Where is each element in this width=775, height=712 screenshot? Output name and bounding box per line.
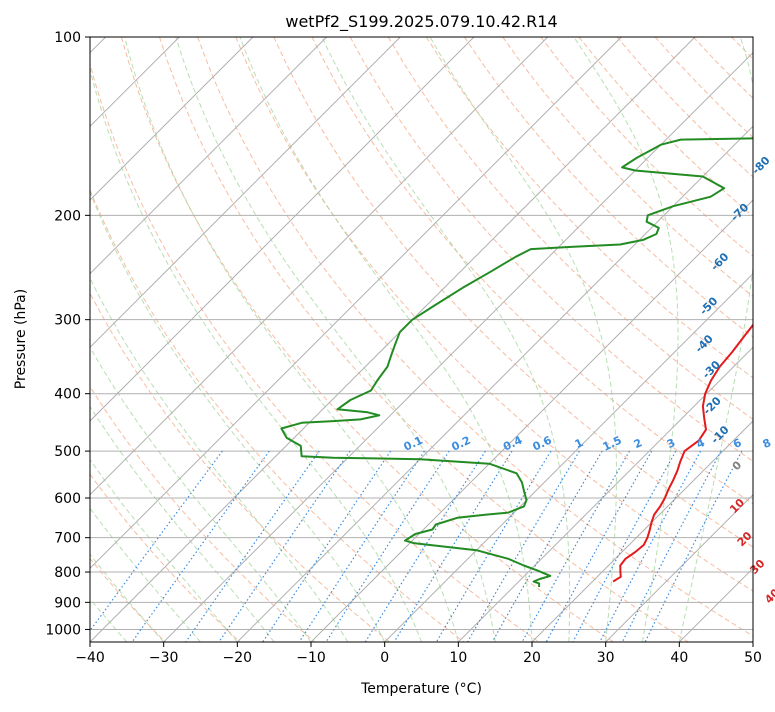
dry-adiabat-label: 30 bbox=[747, 557, 767, 577]
x-tick-label: 40 bbox=[670, 650, 688, 666]
isotherm-line bbox=[0, 37, 253, 642]
isotherm-line bbox=[0, 37, 327, 642]
y-tick-label: 200 bbox=[54, 208, 81, 224]
isotherm-line bbox=[237, 37, 775, 642]
mixing-ratio-line bbox=[80, 451, 222, 644]
y-tick-label: 900 bbox=[54, 595, 81, 611]
isotherm-line bbox=[679, 37, 775, 642]
dry-adiabat-label: -30 bbox=[700, 358, 723, 381]
moist-adiabat-line bbox=[0, 37, 274, 642]
x-tick-label: −20 bbox=[223, 650, 253, 666]
moist-adiabat-line bbox=[125, 37, 459, 642]
isotherm-line bbox=[0, 37, 474, 642]
chart-title: wetPf2_S199.2025.079.10.42.R14 bbox=[285, 12, 557, 32]
x-tick-label: 10 bbox=[449, 650, 467, 666]
dry-adiabat-line bbox=[7, 37, 392, 644]
moist-adiabat-line bbox=[83, 37, 422, 642]
dry-adiabat-line bbox=[426, 37, 775, 644]
x-tick-label: −40 bbox=[75, 650, 105, 666]
isotherm-line bbox=[458, 37, 775, 642]
dry-adiabat-label: -10 bbox=[708, 423, 731, 446]
moist-adiabat-line bbox=[17, 37, 348, 642]
isotherm-line bbox=[753, 37, 775, 642]
dry-adiabat-line bbox=[770, 37, 775, 644]
x-tick-label: −30 bbox=[149, 650, 179, 666]
mixing-ratio-label: 8 bbox=[761, 436, 773, 451]
x-axis-label: Temperature (°C) bbox=[360, 681, 482, 697]
mixing-ratio-line bbox=[217, 451, 350, 644]
mixing-ratio-line bbox=[521, 451, 630, 644]
x-tick-label: 50 bbox=[744, 650, 762, 666]
y-tick-label: 300 bbox=[54, 313, 81, 329]
temperature-profile-line bbox=[613, 37, 775, 582]
y-axis-label: Pressure (hPa) bbox=[13, 289, 29, 389]
dry-adiabat-label: 40 bbox=[762, 586, 775, 606]
moist-adiabat-line bbox=[0, 37, 201, 642]
mixing-ratio-line bbox=[572, 451, 676, 644]
isotherm-line bbox=[0, 37, 400, 642]
isotherm-line bbox=[90, 37, 695, 642]
dry-adiabat-label: 0 bbox=[730, 458, 745, 473]
isotherm-line bbox=[16, 37, 621, 642]
dry-adiabat-line bbox=[121, 37, 617, 644]
mixing-ratio-line bbox=[466, 451, 579, 644]
dry-adiabat-line bbox=[198, 37, 767, 644]
y-tick-label: 700 bbox=[54, 531, 81, 547]
dry-adiabat-line bbox=[45, 37, 467, 644]
isotherm-line bbox=[385, 37, 775, 642]
mixing-ratio-label: 6 bbox=[731, 436, 744, 451]
y-tick-label: 800 bbox=[54, 565, 81, 581]
y-tick-label: 400 bbox=[54, 387, 81, 403]
dry-adiabat-label: -40 bbox=[693, 332, 716, 355]
y-tick-label: 100 bbox=[54, 30, 81, 46]
mixing-ratio-label: 4 bbox=[694, 436, 707, 451]
x-tick-label: 30 bbox=[597, 650, 615, 666]
dry-adiabat-label: -70 bbox=[728, 201, 751, 224]
y-tick-label: 600 bbox=[54, 491, 81, 507]
dry-adiabat-line bbox=[388, 37, 775, 644]
y-tick-label: 500 bbox=[54, 444, 81, 460]
mixing-ratio-line bbox=[364, 451, 486, 644]
dry-adiabat-label: -50 bbox=[697, 294, 720, 317]
dry-adiabat-line bbox=[0, 37, 318, 644]
dry-adiabat-line bbox=[0, 37, 243, 644]
moist-adiabat-line bbox=[430, 37, 617, 642]
moist-adiabat-line bbox=[322, 37, 570, 642]
moist-adiabat-line bbox=[0, 37, 237, 642]
moist-adiabat-line bbox=[0, 37, 311, 642]
mixing-ratio-label: 2 bbox=[632, 436, 644, 451]
mixing-ratio-line bbox=[644, 451, 742, 644]
x-tick-label: 0 bbox=[380, 650, 389, 666]
y-tick-label: 1000 bbox=[45, 622, 81, 638]
x-tick-label: −10 bbox=[296, 650, 326, 666]
dry-adiabat-label: -60 bbox=[708, 250, 731, 273]
moist-adiabat-line bbox=[574, 37, 678, 642]
x-tick-label: 20 bbox=[523, 650, 541, 666]
dry-adiabat-label: 10 bbox=[727, 496, 747, 516]
